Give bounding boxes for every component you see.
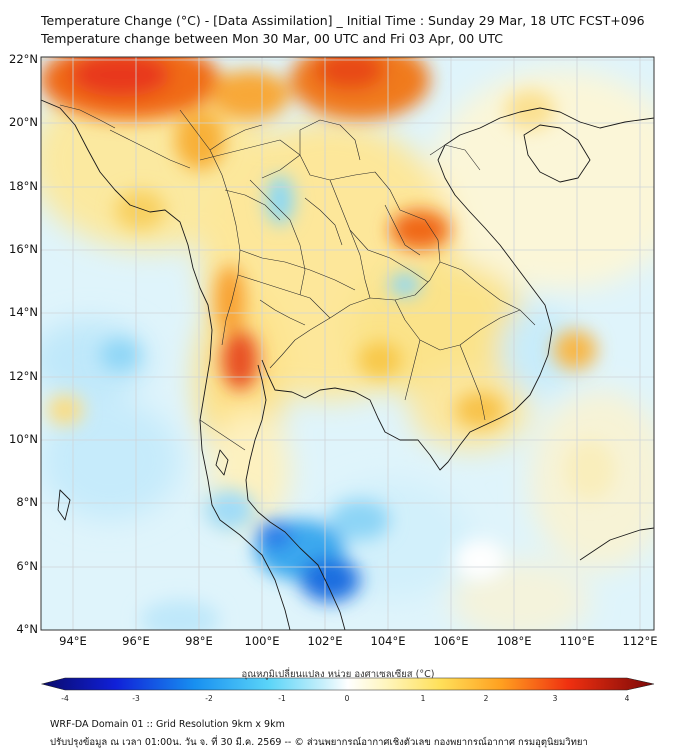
lat-label: 18°N bbox=[9, 179, 38, 193]
lon-label: 98°E bbox=[185, 634, 213, 648]
colorbar-tick-label: 3 bbox=[552, 694, 558, 703]
temperature-field bbox=[41, 57, 654, 630]
colorbar-tick-label: 1 bbox=[420, 694, 426, 703]
colorbar-tick-label: -4 bbox=[61, 694, 69, 703]
lat-label: 16°N bbox=[9, 242, 38, 256]
admin-borders bbox=[59, 104, 536, 451]
colorbar-tick-label: 4 bbox=[624, 694, 630, 703]
lat-label: 4°N bbox=[16, 622, 38, 636]
graticule bbox=[41, 57, 654, 630]
colorbar-tick-label: -3 bbox=[132, 694, 140, 703]
field-base-blobs bbox=[41, 70, 654, 630]
footer-update-info: ปรับปรุงข้อมูล ณ เวลา 01:00น. วัน จ. ที่… bbox=[50, 737, 588, 748]
lat-label: 12°N bbox=[9, 369, 38, 383]
lon-label: 100°E bbox=[244, 634, 280, 648]
footer-model-info: WRF-DA Domain 01 :: Grid Resolution 9km … bbox=[50, 719, 285, 730]
lat-label: 8°N bbox=[16, 495, 38, 509]
coastlines bbox=[41, 99, 654, 630]
colorbar-tick-label: 2 bbox=[483, 694, 489, 703]
lat-label: 20°N bbox=[9, 115, 38, 129]
lon-label: 110°E bbox=[559, 634, 595, 648]
map-frame bbox=[40, 56, 655, 631]
lon-label: 94°E bbox=[59, 634, 87, 648]
lat-label: 10°N bbox=[9, 432, 38, 446]
lon-label: 106°E bbox=[433, 634, 469, 648]
map-canvas bbox=[40, 56, 655, 691]
lon-label: 102°E bbox=[307, 634, 343, 648]
lon-label: 108°E bbox=[496, 634, 532, 648]
title-line-2: Temperature change between Mon 30 Mar, 0… bbox=[41, 31, 503, 46]
lon-label: 96°E bbox=[122, 634, 150, 648]
colorbar bbox=[40, 677, 655, 691]
colorbar-tick-label: -1 bbox=[278, 694, 286, 703]
lat-label: 22°N bbox=[9, 52, 38, 66]
lon-label: 112°E bbox=[622, 634, 658, 648]
lat-label: 6°N bbox=[16, 559, 38, 573]
colorbar-title: อุณหภูมิเปลี่ยนแปลง หน่วย องศาเซลเซียส (… bbox=[241, 669, 435, 680]
colorbar-tick-label: 0 bbox=[344, 694, 350, 703]
lat-label: 14°N bbox=[9, 305, 38, 319]
lon-label: 104°E bbox=[370, 634, 406, 648]
colorbar-tick-label: -2 bbox=[205, 694, 213, 703]
title-line-1: Temperature Change (°C) - [Data Assimila… bbox=[41, 13, 645, 28]
